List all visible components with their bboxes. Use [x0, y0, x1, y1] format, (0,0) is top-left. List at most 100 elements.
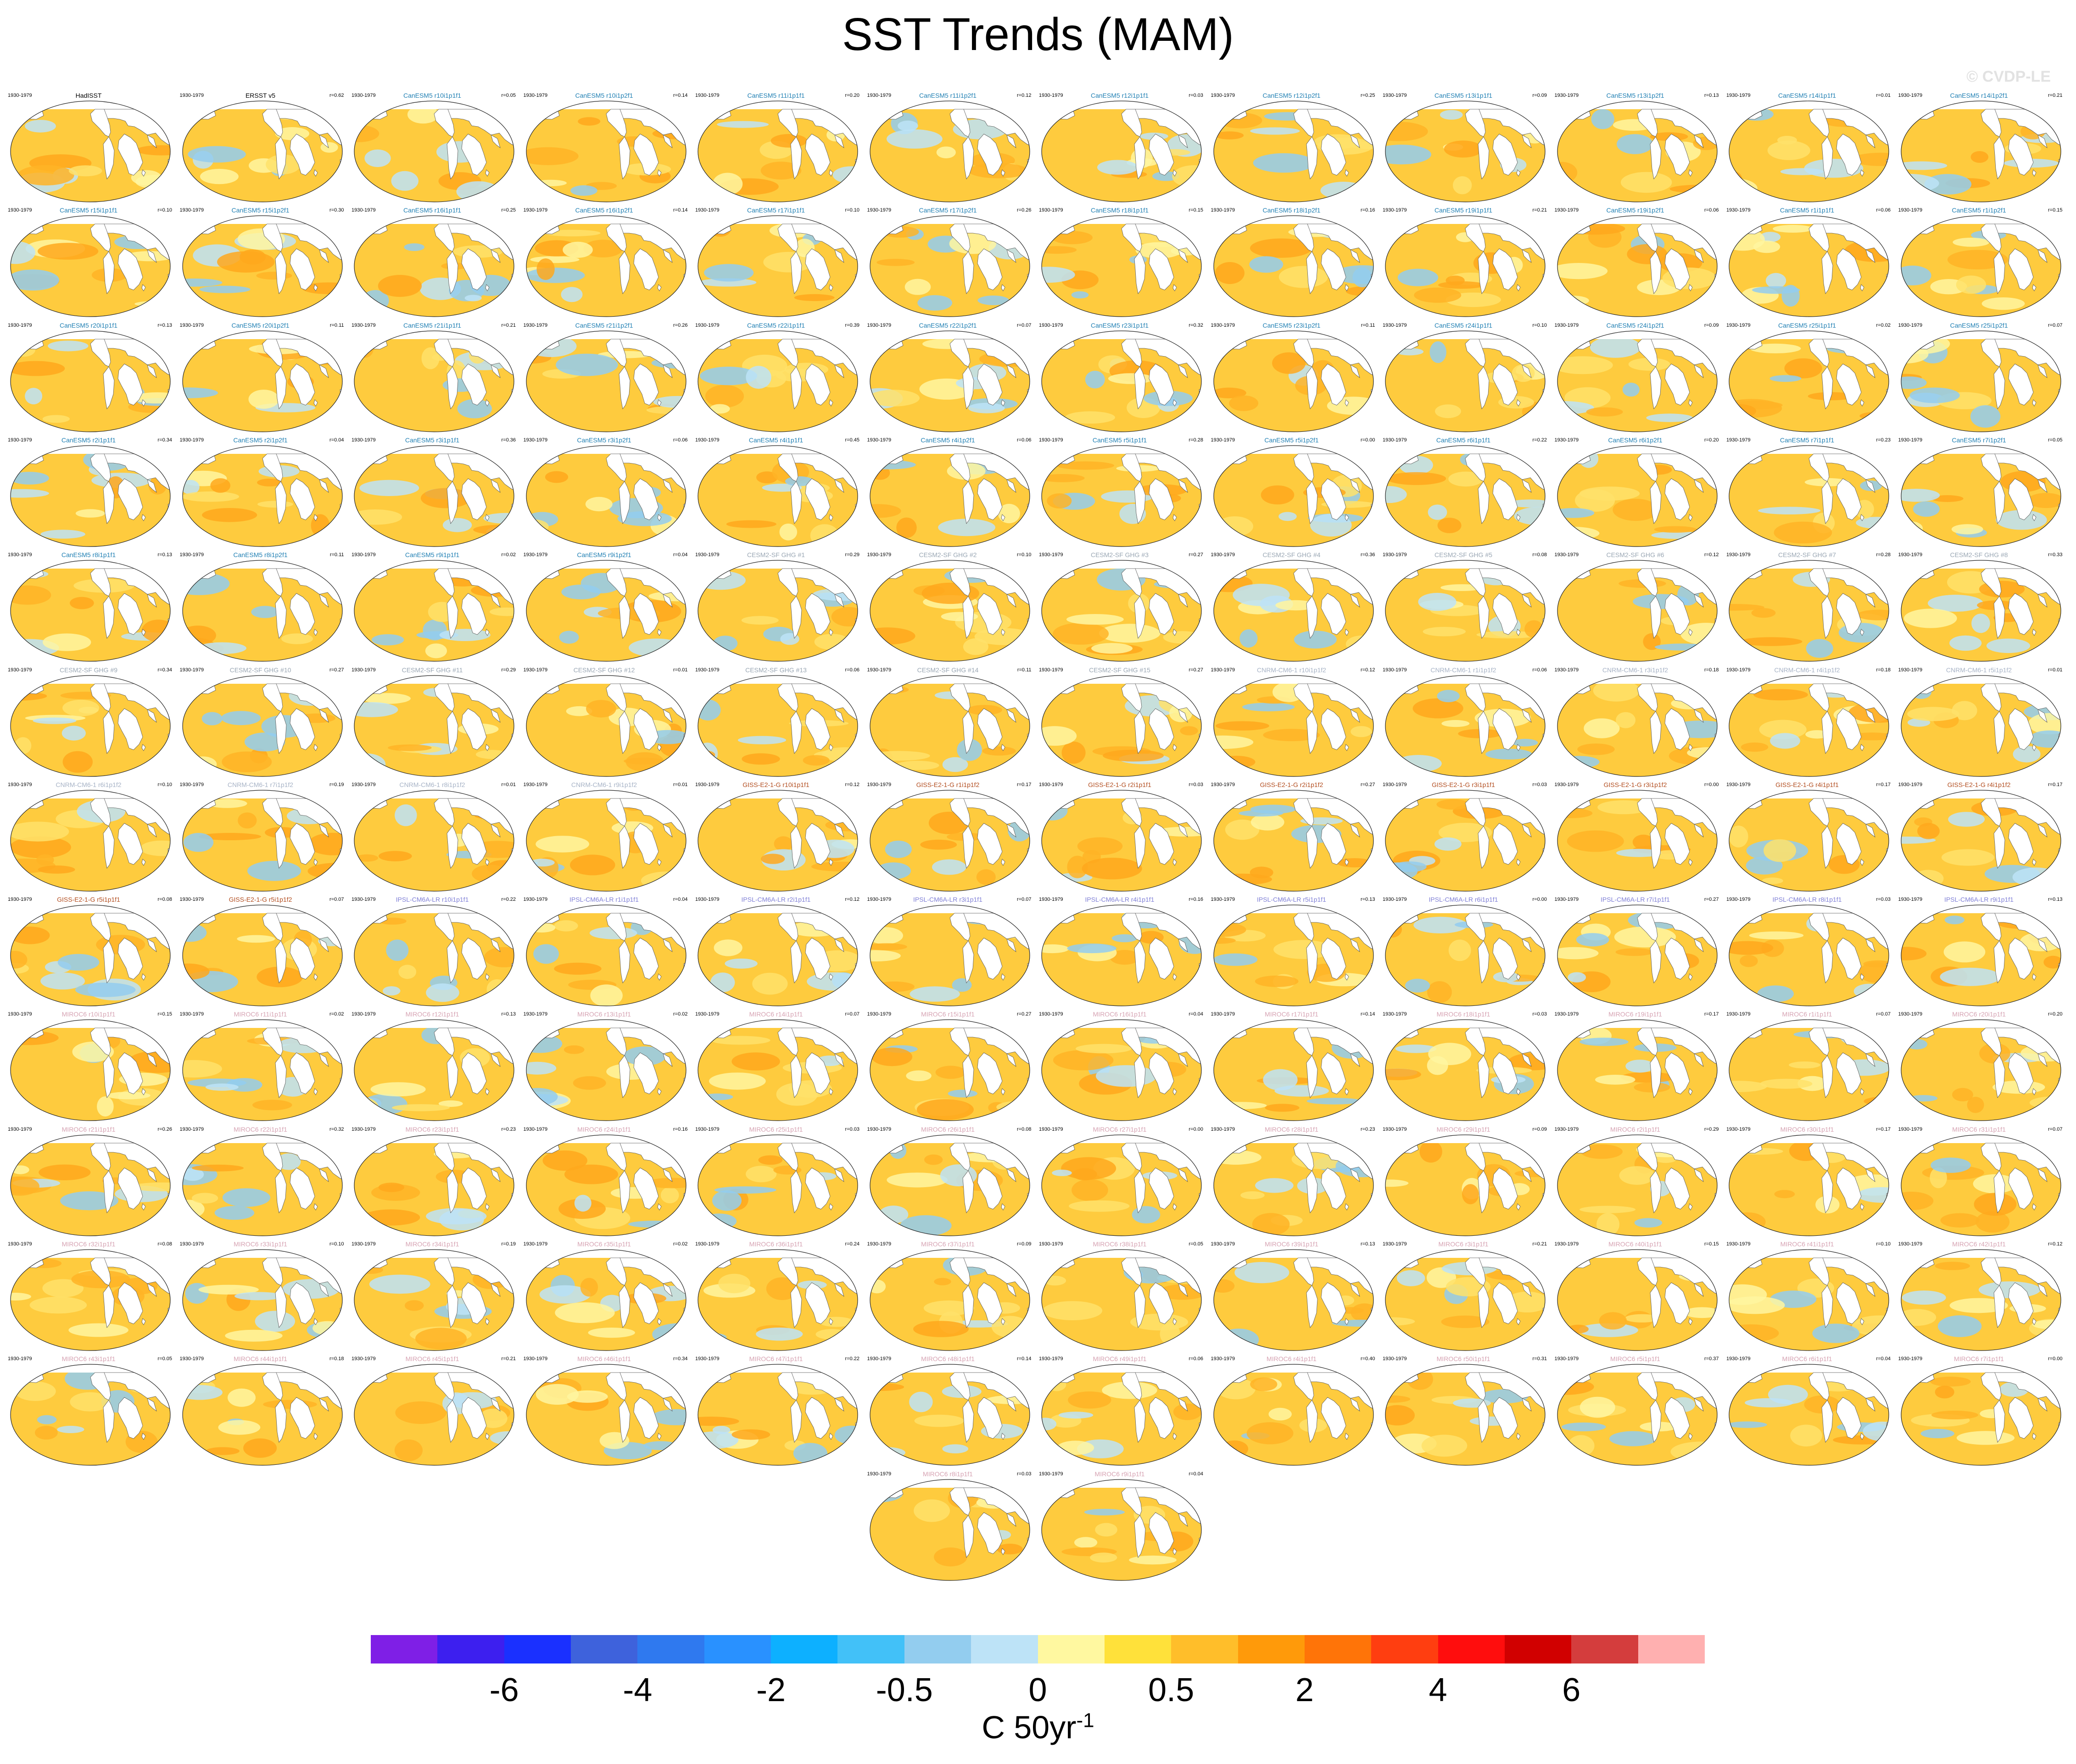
panel-period: 1930-1979	[1211, 1241, 1235, 1247]
panel-title: CanESM5 r15i1p1f1	[59, 207, 118, 214]
panel-correlation: r=0.22	[501, 897, 516, 903]
panel-title: CanESM5 r17i1p2f1	[919, 207, 977, 214]
panel-correlation: r=0.40	[1361, 1356, 1375, 1362]
map-panel: 1930-1979 MIROC6 r12i1p1f1 r=0.13	[347, 1010, 518, 1125]
panel-title: MIROC6 r24i1p1f1	[577, 1125, 631, 1133]
map-panel: 1930-1979 MIROC6 r35i1p1f1 r=0.02	[519, 1239, 690, 1355]
sst-trend-map	[1213, 1134, 1374, 1236]
map-panel: 1930-1979 CanESM5 r15i1p2f1 r=0.30	[175, 206, 346, 321]
panel-title: GISS-E2-1-G r1i1p1f2	[916, 781, 980, 788]
panel-period: 1930-1979	[1898, 667, 1923, 673]
sst-trend-map	[1557, 445, 1718, 547]
panel-period: 1930-1979	[352, 322, 376, 328]
map-panel: 1930-1979 MIROC6 r28i1p1f1 r=0.23	[1206, 1125, 1377, 1240]
sst-trend-map	[698, 790, 858, 892]
sst-trend-map	[1213, 1249, 1374, 1351]
panel-title: CanESM5 r11i1p2f1	[919, 92, 977, 99]
panel-correlation: r=0.20	[1704, 437, 1719, 443]
sst-trend-map	[1385, 1249, 1546, 1351]
panel-correlation: r=0.06	[1189, 1356, 1204, 1362]
sst-trend-map	[1385, 100, 1546, 202]
panel-correlation: r=0.07	[1017, 322, 1032, 328]
panel-period: 1930-1979	[523, 782, 548, 787]
panel-period: 1930-1979	[352, 1126, 376, 1132]
panel-correlation: r=0.09	[1532, 1126, 1547, 1132]
map-panel: 1930-1979 CanESM5 r22i1p2f1 r=0.07	[863, 321, 1033, 436]
map-panel: 1930-1979 MIROC6 r4i1p1f1 r=0.40	[1206, 1354, 1377, 1470]
map-panel: 1930-1979 CanESM5 r18i1p2f1 r=0.16	[1206, 206, 1377, 321]
map-panel: 1930-1979 MIROC6 r43i1p1f1 r=0.05	[3, 1354, 174, 1470]
panel-period: 1930-1979	[8, 1126, 32, 1132]
colorbar-tick-label: -2	[756, 1672, 786, 1708]
colorbar-box	[904, 1635, 971, 1664]
panel-correlation: r=0.13	[157, 322, 173, 328]
sst-trend-map	[698, 445, 858, 547]
map-panel: 1930-1979 CanESM5 r6i1p2f1 r=0.20	[1550, 435, 1721, 551]
panel-period: 1930-1979	[1039, 1241, 1063, 1247]
map-panel: 1930-1979 MIROC6 r15i1p1f1 r=0.27	[863, 1010, 1033, 1125]
sst-trend-map	[698, 100, 858, 202]
panel-period: 1930-1979	[1211, 322, 1235, 328]
panel-period: 1930-1979	[695, 667, 720, 673]
panel-correlation: r=0.29	[1704, 1126, 1719, 1132]
sst-trend-map	[1213, 675, 1374, 777]
colorbar-box	[1171, 1635, 1239, 1664]
panel-title: MIROC6 r1i1p1f1	[1782, 1010, 1832, 1018]
map-panel: 1930-1979 CanESM5 r5i1p1f1 r=0.28	[1034, 435, 1205, 551]
map-panel: 1930-1979 MIROC6 r26i1p1f1 r=0.08	[863, 1125, 1033, 1240]
panel-title: IPSL-CM6A-LR r8i1p1f1	[1772, 896, 1842, 904]
panel-correlation: r=0.32	[329, 1126, 344, 1132]
sst-trend-map	[525, 215, 686, 317]
panel-period: 1930-1979	[695, 437, 720, 443]
panel-title: MIROC6 r39i1p1f1	[1265, 1240, 1318, 1248]
panel-correlation: r=0.23	[1361, 1126, 1375, 1132]
panel-title: MIROC6 r30i1p1f1	[1780, 1125, 1834, 1133]
panel-period: 1930-1979	[867, 1011, 892, 1017]
panel-correlation: r=0.02	[673, 1241, 688, 1247]
panel-correlation: r=0.25	[1361, 93, 1375, 98]
panel-period: 1930-1979	[867, 207, 892, 213]
colorbar-units: C 50yr-1	[0, 1709, 2076, 1746]
sst-trend-map	[1385, 675, 1546, 777]
panel-period: 1930-1979	[1898, 207, 1923, 213]
colorbar-box	[1638, 1635, 1705, 1664]
map-panel: 1930-1979 CanESM5 r19i1p1f1 r=0.21	[1378, 206, 1549, 321]
panel-period: 1930-1979	[1726, 1011, 1751, 1017]
sst-trend-map	[1213, 445, 1374, 547]
panel-correlation: r=0.12	[1361, 667, 1375, 673]
panel-title: MIROC6 r40i1p1f1	[1608, 1240, 1662, 1248]
panel-period: 1930-1979	[523, 552, 548, 558]
map-panel: 1930-1979 CNRM-CM6-1 r9i1p1f2 r=0.01	[519, 780, 690, 896]
sst-trend-map	[525, 1019, 686, 1121]
colorbar-box	[371, 1635, 438, 1664]
panel-correlation: r=0.34	[673, 1356, 688, 1362]
sst-trend-map	[869, 790, 1030, 892]
panel-title: CanESM5 r14i1p1f1	[1778, 92, 1836, 99]
panel-period: 1930-1979	[179, 322, 204, 328]
panel-title: CanESM5 r9i1p2f1	[577, 551, 631, 559]
colorbar-box	[1571, 1635, 1639, 1664]
sst-trend-map	[1729, 560, 1889, 662]
panel-period: 1930-1979	[1039, 322, 1063, 328]
panel-title: CanESM5 r20i1p2f1	[231, 321, 290, 329]
sst-trend-map	[1385, 445, 1546, 547]
panel-title: CanESM5 r20i1p1f1	[59, 321, 118, 329]
panel-correlation: r=0.07	[329, 897, 344, 903]
panel-period: 1930-1979	[1554, 552, 1579, 558]
colorbar-box	[1371, 1635, 1439, 1664]
panel-title: IPSL-CM6A-LR r1i1p1f1	[569, 896, 639, 904]
panel-correlation: r=0.28	[1876, 552, 1891, 558]
panel-correlation: r=0.29	[845, 552, 860, 558]
map-panel: 1930-1979 MIROC6 r9i1p1f1 r=0.04	[1034, 1469, 1205, 1585]
map-panel: 1930-1979 CanESM5 r24i1p2f1 r=0.09	[1550, 321, 1721, 436]
colorbar-tick-label: 6	[1562, 1672, 1581, 1708]
colorbar-tick-label: -0.5	[876, 1672, 933, 1708]
panel-period: 1930-1979	[1898, 1241, 1923, 1247]
panel-period: 1930-1979	[1211, 782, 1235, 787]
panel-period: 1930-1979	[1554, 1356, 1579, 1362]
panel-period: 1930-1979	[179, 1356, 204, 1362]
panel-title: MIROC6 r22i1p1f1	[234, 1125, 287, 1133]
panel-correlation: r=0.10	[157, 207, 173, 213]
map-panel: 1930-1979 CanESM5 r23i1p1f1 r=0.32	[1034, 321, 1205, 436]
map-panel: 1930-1979 CESM2-SF GHG #15 r=0.27	[1034, 665, 1205, 781]
